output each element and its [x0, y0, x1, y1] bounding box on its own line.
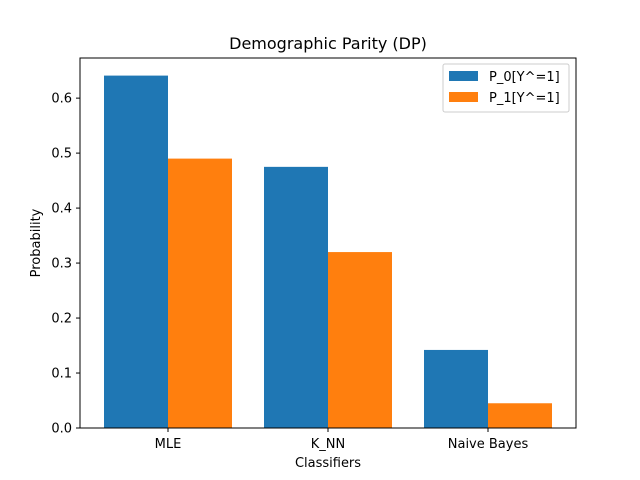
bar-series-0-mle [104, 75, 168, 428]
y-tick-label: 0.4 [51, 202, 72, 217]
legend-swatch-series-1 [449, 92, 478, 102]
bar-series-1-mle [168, 158, 232, 429]
bars-layer [104, 75, 552, 429]
plot-frame [79, 57, 577, 429]
bar-series-0-naive-bayes [424, 349, 488, 428]
y-tick-label: 0.2 [51, 312, 72, 327]
y-tick-label: 0.1 [51, 367, 72, 382]
y-axis: 0.0 0.1 0.2 0.3 0.4 0.5 0.6 [51, 92, 80, 437]
x-tick-label: MLE [155, 437, 182, 452]
y-tick-label: 0.5 [51, 147, 72, 162]
legend-swatch-series-0 [449, 71, 478, 81]
x-tick-label: K_NN [311, 437, 345, 452]
bar-series-1-naive-bayes [488, 403, 552, 428]
bar-series-0-k-nn [264, 166, 328, 428]
y-tick-label: 0.0 [51, 422, 72, 437]
x-axis-label: Classifiers [295, 456, 361, 471]
legend-label-series-0: P_0[Y^=1] [489, 70, 560, 85]
bar-series-1-k-nn [328, 252, 392, 428]
chart-title: Demographic Parity (DP) [229, 34, 427, 53]
legend-label-series-1: P_1[Y^=1] [489, 91, 560, 106]
y-axis-label: Probability [29, 208, 44, 277]
x-axis: MLE K_NN Naive Bayes [155, 428, 529, 452]
y-tick-label: 0.3 [51, 257, 72, 272]
legend: P_0[Y^=1] P_1[Y^=1] [442, 63, 570, 113]
x-tick-label: Naive Bayes [448, 437, 529, 452]
y-tick-label: 0.6 [51, 92, 72, 107]
